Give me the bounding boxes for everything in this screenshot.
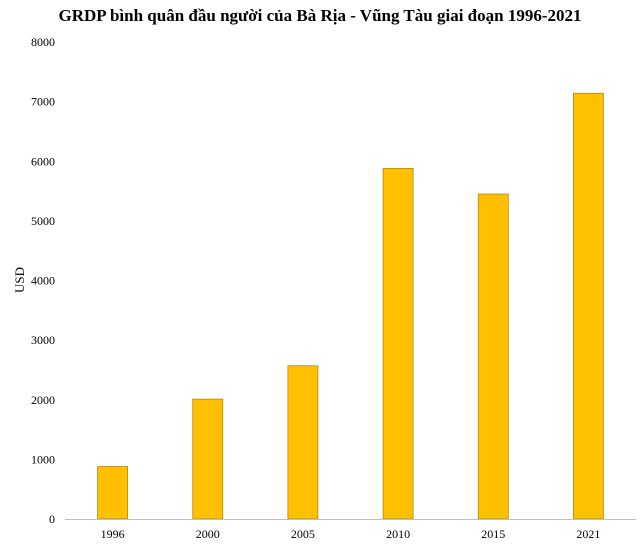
y-axis-ticks: 0 1000 2000 3000 4000 5000 6000 7000 8000 [31, 35, 55, 526]
chart-title: GRDP bình quân đầu người của Bà Rịa - Vũ… [58, 6, 582, 25]
x-tick-label: 2015 [481, 527, 505, 541]
y-tick-label: 5000 [31, 214, 55, 228]
bar-2000 [192, 398, 224, 520]
bar-1996 [97, 466, 128, 520]
y-tick-label: 1000 [31, 452, 55, 466]
bar-2021 [573, 92, 604, 520]
y-tick-label: 8000 [31, 35, 55, 49]
bar-2005 [287, 365, 319, 520]
y-tick-label: 2000 [31, 393, 55, 407]
y-axis-label: USD [12, 267, 27, 293]
x-tick-label: 1996 [101, 527, 125, 541]
x-tick-label: 2000 [196, 527, 220, 541]
bar-2015 [477, 193, 509, 520]
x-axis-ticks: 1996 2000 2005 2010 2015 2021 [101, 527, 601, 541]
bars [97, 92, 604, 520]
y-tick-label: 0 [49, 512, 55, 526]
y-tick-label: 3000 [31, 333, 55, 347]
x-tick-label: 2021 [576, 527, 600, 541]
y-tick-label: 4000 [31, 274, 55, 288]
bar-2010 [382, 168, 414, 520]
x-tick-label: 2010 [386, 527, 410, 541]
y-tick-label: 7000 [31, 95, 55, 109]
y-tick-label: 6000 [31, 154, 55, 168]
x-tick-label: 2005 [291, 527, 315, 541]
